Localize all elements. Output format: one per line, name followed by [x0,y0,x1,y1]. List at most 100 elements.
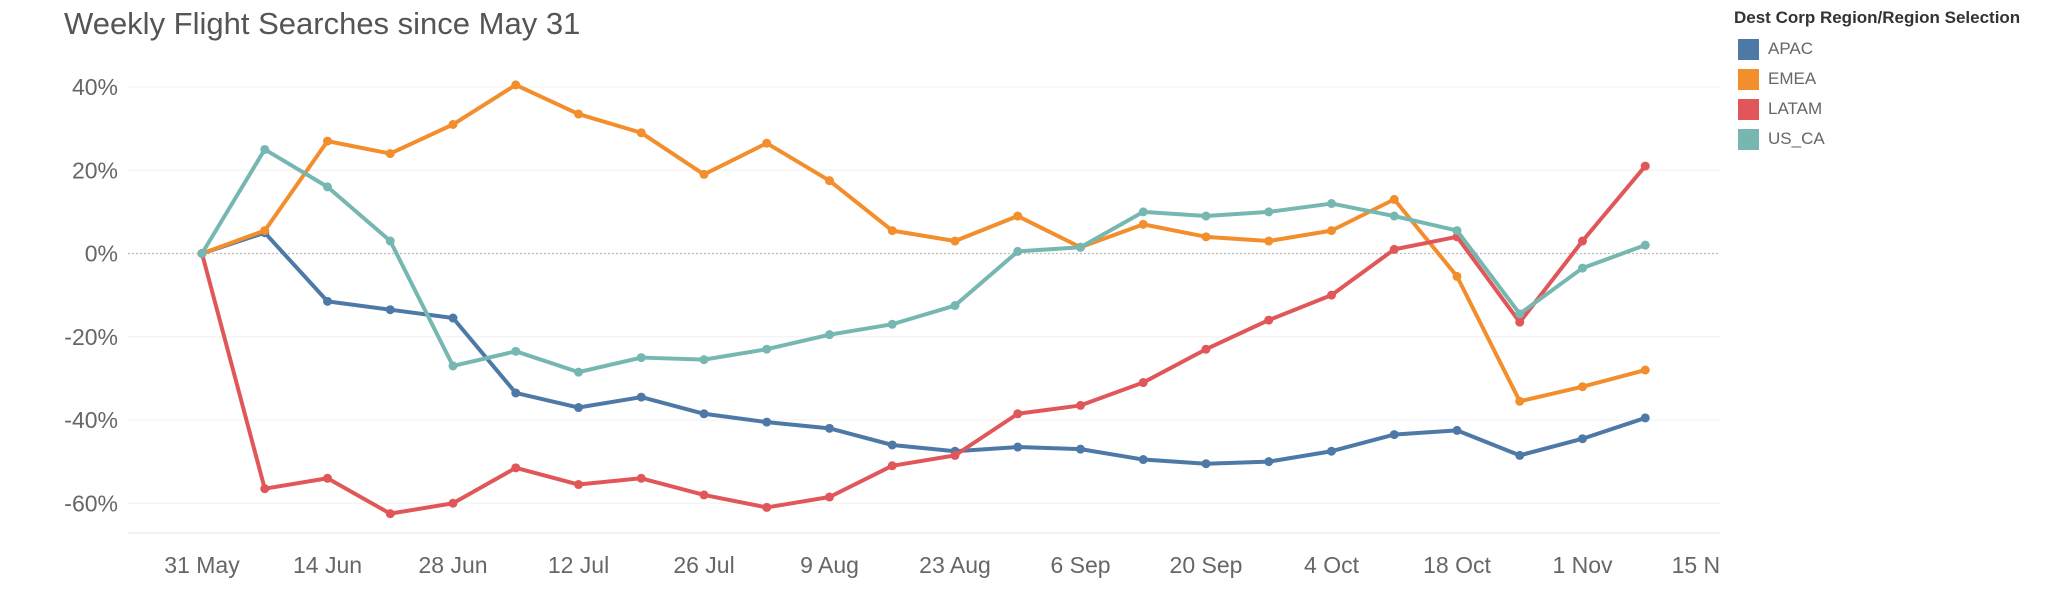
data-point-emea [385,149,395,159]
data-point-apac [1264,457,1274,467]
data-point-us-ca [511,346,521,356]
data-point-latam [1578,236,1587,246]
data-point-emea [1138,219,1148,229]
data-point-apac [825,423,834,433]
data-point-apac [1452,425,1462,435]
chart-title: Weekly Flight Searches since May 31 [64,6,581,41]
data-point-emea [887,226,897,236]
x-tick-label: 20 Sep [1170,552,1243,578]
data-point-apac [1013,442,1023,452]
x-tick-label: 6 Sep [1050,552,1110,578]
data-point-emea [448,119,458,129]
data-point-us-ca [1264,207,1274,217]
data-point-latam [323,473,332,483]
data-point-latam [887,461,897,471]
data-point-latam [825,492,834,502]
data-point-emea [260,226,270,236]
data-point-us-ca [699,355,709,365]
data-point-us-ca [1076,242,1085,252]
x-tick-label: 14 Jun [293,552,362,578]
legend-item-us-ca[interactable]: US_CA [1734,124,2020,154]
x-tick-label: 12 Jul [548,552,609,578]
data-point-us-ca [1138,207,1148,217]
data-point-apac [1327,446,1336,456]
data-point-emea [323,136,332,146]
legend-label-emea: EMEA [1768,69,1817,88]
data-point-latam [260,484,270,494]
data-point-us-ca [260,144,270,154]
data-point-latam [1640,161,1650,171]
legend-label-apac: APAC [1768,39,1814,58]
data-point-emea [1013,211,1023,221]
data-point-latam [574,480,583,490]
data-point-emea [636,128,646,138]
legend-swatch-emea [1738,68,1759,90]
legend[interactable]: Dest Corp Region/Region Selection APAC E… [1734,8,2020,154]
data-point-us-ca [887,319,897,329]
legend-item-apac[interactable]: APAC [1734,34,2020,64]
y-tick-label: 0% [85,241,118,267]
data-point-us-ca [1201,211,1211,221]
x-tick-label: 23 Aug [919,552,991,578]
y-tick-label: -60% [64,490,118,516]
data-point-latam [636,473,646,483]
x-tick-label: 1 Nov [1552,552,1613,578]
data-point-us-ca [323,182,332,192]
data-point-emea [1640,365,1650,375]
data-point-apac [887,440,897,450]
legend-title: Dest Corp Region/Region Selection [1734,8,2021,27]
data-point-latam [385,509,395,519]
data-point-us-ca [1640,240,1650,250]
data-point-us-ca [825,330,834,340]
legend-label-latam: LATAM [1768,99,1823,118]
data-point-apac [1389,430,1399,440]
data-point-apac [511,388,521,398]
x-tick-label: 15 Nov [1672,552,1720,578]
x-tick-label: 31 May [164,552,240,578]
line-chart: 40% 20% 0% -20% -40% -60% 31 May 14 Jun 28 Jun 12… [64,74,1720,578]
series-line-us-ca [200,147,1648,375]
data-point-apac [1201,459,1211,469]
x-tick-label: 26 Jul [673,552,734,578]
data-point-us-ca [950,301,960,311]
data-point-emea [762,138,772,148]
data-point-us-ca [636,353,646,363]
data-point-us-ca [762,344,772,354]
data-point-emea [1515,396,1525,406]
data-point-latam [1327,290,1336,300]
series-line-emea [200,82,1648,404]
data-point-latam [1389,244,1399,254]
data-point-us-ca [1452,226,1462,236]
data-point-emea [825,176,834,186]
legend-item-latam[interactable]: LATAM [1734,94,2020,124]
data-point-latam [1264,315,1274,325]
data-point-emea [950,236,960,246]
y-tick-label: -40% [64,407,118,433]
data-point-emea [1327,226,1336,236]
data-point-emea [574,109,583,119]
data-point-latam [448,498,458,508]
legend-item-emea[interactable]: EMEA [1734,64,2020,94]
data-point-latam [1076,400,1085,410]
y-tick-label: -20% [64,324,118,350]
data-point-apac [448,313,458,323]
data-point-apac [1578,434,1587,444]
data-point-apac [323,296,332,306]
data-point-apac [762,417,772,427]
data-point-apac [1076,444,1085,454]
data-point-apac [1515,450,1525,460]
data-point-latam [1138,378,1148,388]
data-point-emea [1452,271,1462,281]
data-point-apac [1138,455,1148,465]
data-point-emea [699,169,709,179]
data-point-emea [1389,194,1399,204]
data-point-us-ca [385,236,395,246]
data-point-apac [636,392,646,402]
data-point-latam [950,450,960,460]
x-tick-label: 18 Oct [1423,552,1491,578]
data-point-latam [511,463,521,473]
y-tick-label: 20% [72,157,118,183]
data-point-apac [574,403,583,413]
legend-swatch-us-ca [1738,128,1759,150]
data-point-us-ca [1013,246,1023,256]
